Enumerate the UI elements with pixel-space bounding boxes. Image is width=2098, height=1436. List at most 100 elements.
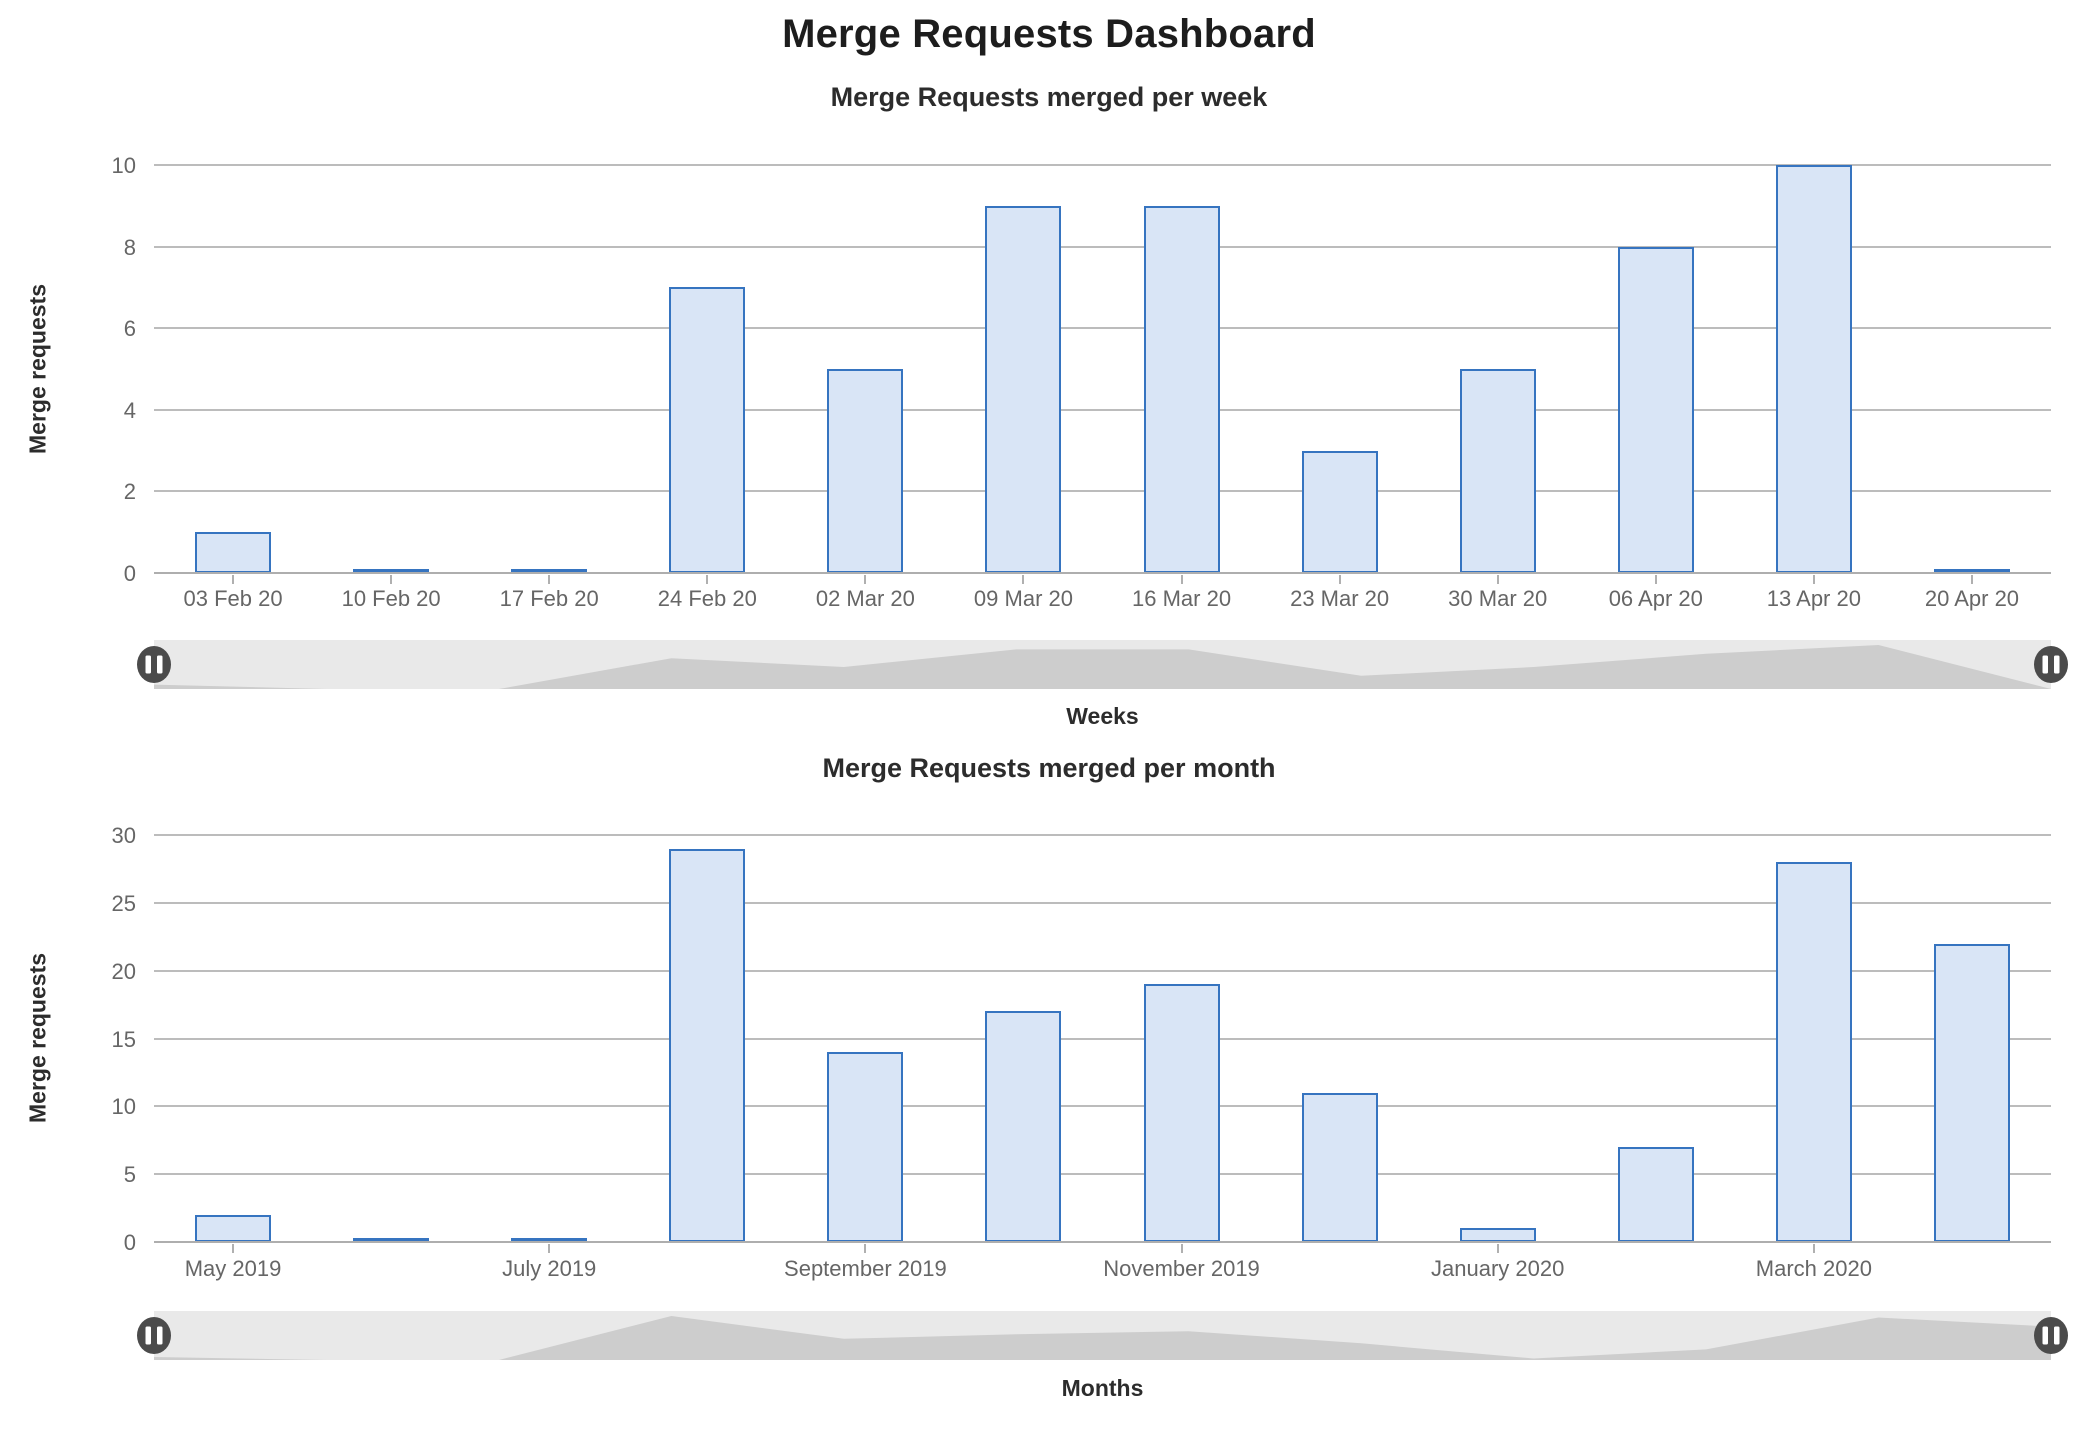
- x-tick-label: March 2020: [1755, 1256, 1872, 1281]
- bar-october-2019[interactable]: [985, 1011, 1062, 1242]
- y-gridline: [154, 327, 2051, 330]
- y-gridline: [154, 1037, 2051, 1040]
- bar-03-feb-20[interactable]: [195, 532, 272, 573]
- y-gridline: [154, 969, 2051, 972]
- y-gridline: [154, 408, 2051, 411]
- x-tick-mark: [1654, 575, 1657, 584]
- y-tick-label: 0: [123, 1230, 136, 1255]
- x-tick-label: July 2019: [502, 1256, 597, 1281]
- bar-april-2020[interactable]: [1933, 943, 2010, 1242]
- x-tick-label: 16 Mar 20: [1132, 586, 1232, 611]
- x-tick-mark: [864, 575, 867, 584]
- pause-bar: [145, 655, 151, 674]
- bar-09-mar-20[interactable]: [985, 205, 1062, 573]
- week-chart-title: Merge Requests merged per week: [830, 82, 1268, 112]
- pause-bar: [145, 1326, 151, 1345]
- x-tick-mark: [1970, 575, 1973, 584]
- x-tick-mark: [1496, 1244, 1499, 1253]
- bar-10-feb-20[interactable]: [353, 569, 430, 573]
- pause-bar: [2042, 1326, 2048, 1345]
- x-tick-mark: [1812, 575, 1815, 584]
- y-tick-label: 10: [111, 153, 136, 178]
- y-gridline: [154, 834, 2051, 836]
- pause-icon: [137, 1317, 171, 1354]
- x-tick-label: 06 Apr 20: [1608, 586, 1703, 611]
- x-tick-mark: [706, 575, 709, 584]
- pause-bar: [2054, 655, 2060, 674]
- y-gridline: [154, 1105, 2051, 1108]
- y-tick-label: 6: [123, 316, 136, 342]
- x-tick-mark: [232, 575, 235, 584]
- bar-17-feb-20[interactable]: [511, 569, 588, 573]
- x-tick-label: 03 Feb 20: [183, 586, 283, 611]
- x-tick-mark: [864, 1244, 867, 1253]
- y-tick-label: 20: [111, 958, 136, 984]
- pause-bar: [2054, 1326, 2060, 1345]
- x-tick-mark: [390, 575, 393, 584]
- y-gridline: [154, 164, 2051, 166]
- pause-bar: [2042, 655, 2048, 674]
- navigator-left-handle[interactable]: [137, 1317, 171, 1354]
- week-y-axis-title: Merge requests: [24, 283, 51, 455]
- bar-may-2019[interactable]: [195, 1214, 272, 1242]
- navigator-right-handle[interactable]: [2034, 646, 2068, 683]
- week-chart-navigator[interactable]: [0, 618, 2098, 712]
- y-tick-label: 8: [123, 234, 136, 260]
- y-tick-label: 10: [111, 1094, 136, 1120]
- bar-june-2019[interactable]: [353, 1238, 430, 1242]
- x-tick-mark: [548, 575, 551, 584]
- x-tick-label: May 2019: [184, 1256, 282, 1281]
- x-tick-label: January 2020: [1431, 1256, 1565, 1281]
- x-tick-label: 17 Feb 20: [499, 586, 599, 611]
- pause-icon: [2034, 1317, 2068, 1354]
- y-tick-label: 0: [123, 561, 136, 586]
- bar-march-2020[interactable]: [1775, 862, 1852, 1242]
- x-tick-mark: [232, 1244, 235, 1253]
- y-tick-label: 25: [111, 890, 136, 916]
- bar-january-2020[interactable]: [1459, 1228, 1536, 1242]
- bar-february-2020[interactable]: [1617, 1147, 1694, 1242]
- navigator-right-handle[interactable]: [2034, 1317, 2068, 1354]
- x-tick-label: 30 Mar 20: [1448, 586, 1548, 611]
- x-tick-label: November 2019: [1103, 1256, 1260, 1281]
- bar-30-mar-20[interactable]: [1459, 369, 1536, 573]
- bar-16-mar-20[interactable]: [1143, 205, 1220, 573]
- bar-august-2019[interactable]: [669, 848, 746, 1242]
- x-axis-line: [154, 572, 2051, 574]
- y-tick-label: 15: [111, 1026, 136, 1052]
- bar-november-2019[interactable]: [1143, 984, 1220, 1242]
- y-tick-label: 2: [123, 479, 136, 505]
- bar-july-2019[interactable]: [511, 1238, 588, 1242]
- bar-september-2019[interactable]: [827, 1052, 904, 1242]
- bar-20-apr-20[interactable]: [1933, 569, 2010, 573]
- x-tick-mark: [1022, 575, 1025, 584]
- pause-icon: [2034, 646, 2068, 683]
- x-tick-label: 24 Feb 20: [657, 586, 757, 611]
- bar-13-apr-20[interactable]: [1775, 165, 1852, 573]
- navigator-area-series: [154, 1316, 2051, 1360]
- y-gridline: [154, 1173, 2051, 1176]
- y-gridline: [154, 490, 2051, 493]
- pause-icon: [137, 646, 171, 683]
- pause-bar: [157, 655, 163, 674]
- month-chart-navigator[interactable]: [0, 1289, 2098, 1383]
- x-tick-label: 23 Mar 20: [1290, 586, 1390, 611]
- x-tick-mark: [1496, 575, 1499, 584]
- bar-24-feb-20[interactable]: [669, 287, 746, 573]
- x-tick-mark: [1812, 1244, 1815, 1253]
- bar-december-2019[interactable]: [1301, 1092, 1378, 1242]
- x-tick-mark: [548, 1244, 551, 1253]
- bar-06-apr-20[interactable]: [1617, 246, 1694, 573]
- x-tick-mark: [1180, 575, 1183, 584]
- navigator-area-series: [154, 645, 2051, 689]
- bar-02-mar-20[interactable]: [827, 369, 904, 573]
- x-tick-label: 09 Mar 20: [973, 586, 1073, 611]
- x-tick-label: 20 Apr 20: [1924, 586, 2020, 611]
- y-tick-label: 4: [123, 397, 136, 423]
- bar-23-mar-20[interactable]: [1301, 450, 1378, 573]
- navigator-left-handle[interactable]: [137, 646, 171, 683]
- week-x-axis-title: Weeks: [1066, 703, 1139, 729]
- y-gridline: [154, 901, 2051, 904]
- x-tick-label: September 2019: [784, 1256, 947, 1281]
